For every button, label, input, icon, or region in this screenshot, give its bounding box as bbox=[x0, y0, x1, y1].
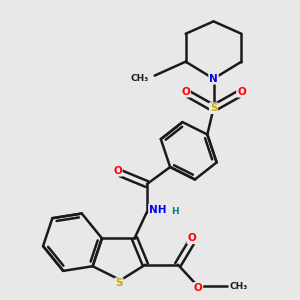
Text: H: H bbox=[171, 208, 178, 217]
Text: O: O bbox=[188, 233, 196, 243]
Text: NH: NH bbox=[149, 205, 166, 214]
Text: O: O bbox=[113, 166, 122, 176]
Text: O: O bbox=[194, 283, 203, 293]
Text: CH₃: CH₃ bbox=[130, 74, 148, 83]
Text: O: O bbox=[237, 87, 246, 97]
Text: O: O bbox=[181, 87, 190, 97]
Text: CH₃: CH₃ bbox=[229, 282, 248, 291]
Text: S: S bbox=[115, 278, 123, 288]
Text: S: S bbox=[210, 103, 217, 113]
Text: N: N bbox=[209, 74, 218, 84]
